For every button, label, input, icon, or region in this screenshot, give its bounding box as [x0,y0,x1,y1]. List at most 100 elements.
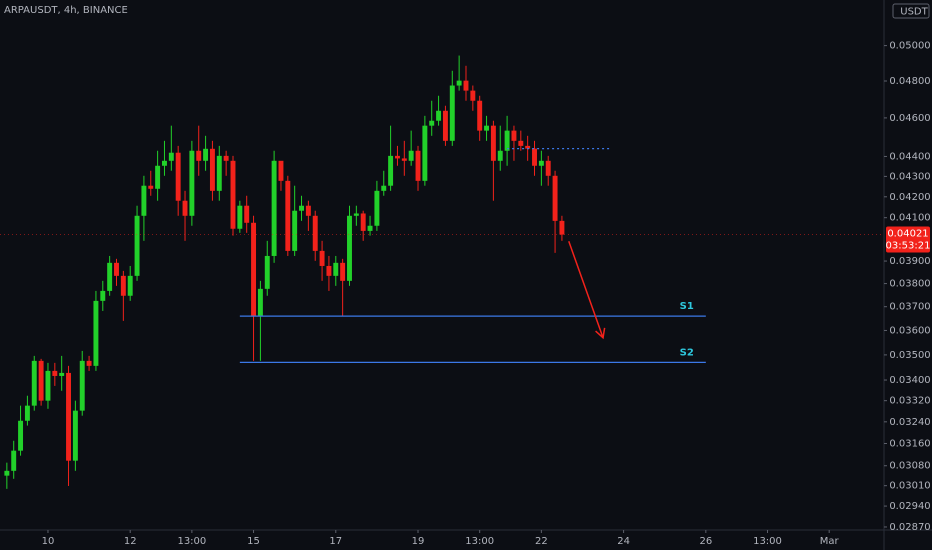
candle-body [257,288,263,316]
support-label: S2 [680,347,694,358]
y-tick-label: 0.04600 [889,113,930,124]
x-tick-label: 19 [412,536,425,547]
candle-body [497,150,503,161]
candle-body [189,150,195,216]
x-tick-label: 10 [42,536,55,547]
candle-body [449,85,455,141]
candle-body [196,150,202,161]
currency-label[interactable]: USDT [900,7,928,18]
y-tick-label: 0.03320 [889,396,930,407]
candle-body [161,160,167,166]
candle-body [511,130,517,141]
candle-body [86,360,92,366]
y-tick-label: 0.04400 [889,151,930,162]
candle-body [264,255,270,289]
x-tick-label: 26 [699,536,712,547]
y-tick-label: 0.04200 [889,192,930,203]
x-tick-label: 12 [124,536,137,547]
x-tick-label: 13:00 [177,536,206,547]
candle-body [422,125,428,181]
candle-body [484,125,490,131]
candle-body [24,405,30,421]
candle-body [134,215,140,276]
arrow-head [595,327,606,340]
y-tick-label: 0.03010 [889,481,930,492]
candle-body [436,110,442,121]
candle-body [223,155,229,161]
candle-body [367,225,373,231]
chart-title: ARPAUSDT, 4h, BINANCE [4,5,128,16]
candle-body [360,213,366,231]
y-tick-label: 0.04300 [889,171,930,182]
candle-body [340,262,346,281]
y-tick-label: 0.03080 [889,461,930,472]
candle-body [72,410,78,461]
candle-body [532,148,537,166]
candle-body [388,155,394,186]
candle-body [456,80,462,86]
y-tick-label: 0.02940 [889,501,930,512]
candle-body [559,220,565,235]
candle-body [182,200,188,216]
candle-body [408,150,414,161]
candle-body [552,175,558,221]
candle-body [175,152,181,201]
candle-body [230,160,236,229]
y-tick-label: 0.03400 [889,375,930,386]
candle-body [237,205,243,229]
candle-body [203,148,209,161]
candle-body [251,222,257,316]
candle-body [401,158,407,161]
candle-body [353,213,359,216]
y-tick-label: 0.04100 [889,213,930,224]
candle-body [463,80,469,91]
x-tick-label: 15 [247,536,260,547]
y-tick-label: 0.03900 [889,256,930,267]
x-tick-label: 13:00 [753,536,782,547]
candle-body [168,152,174,161]
candle-body [538,160,544,166]
candle-body [141,185,147,216]
y-tick-label: 0.03700 [889,302,930,313]
candle-body [120,275,126,296]
candle-body [93,300,99,366]
x-tick-label: 24 [617,536,630,547]
candle-body [45,370,51,401]
candle-body [107,262,113,291]
candle-body [18,420,24,451]
candle-body [490,125,496,161]
candle-body [100,290,106,301]
candle-body [59,372,65,376]
candle-body [305,205,311,216]
arrow-shaft [568,241,604,338]
candle-body [114,262,119,276]
y-tick-label: 0.03500 [889,350,930,361]
candle-body [38,360,44,401]
candle-body [415,150,421,181]
x-tick-label: Mar [820,536,840,547]
support-label: S1 [680,301,694,312]
candle-body [518,140,524,146]
candle-body [381,185,387,191]
y-tick-label: 0.03240 [889,417,930,428]
candle-body [429,120,435,126]
candle-body [244,205,250,223]
candle-body [442,110,448,141]
candle-body [374,190,380,226]
candle-body [504,130,510,151]
candle-body [66,372,71,461]
candle-body [216,155,222,191]
candle-body [319,250,325,266]
candle-body [31,360,37,406]
candle-body [148,185,154,189]
candle-body [333,262,339,276]
x-tick-label: 13:00 [465,536,494,547]
y-tick-label: 0.02870 [889,522,930,533]
candle-body [292,210,298,251]
last-price-box [886,226,930,253]
currency-box[interactable] [892,3,930,19]
candle-body [525,145,531,149]
candle-body [11,450,17,471]
x-tick-label: 17 [329,536,342,547]
